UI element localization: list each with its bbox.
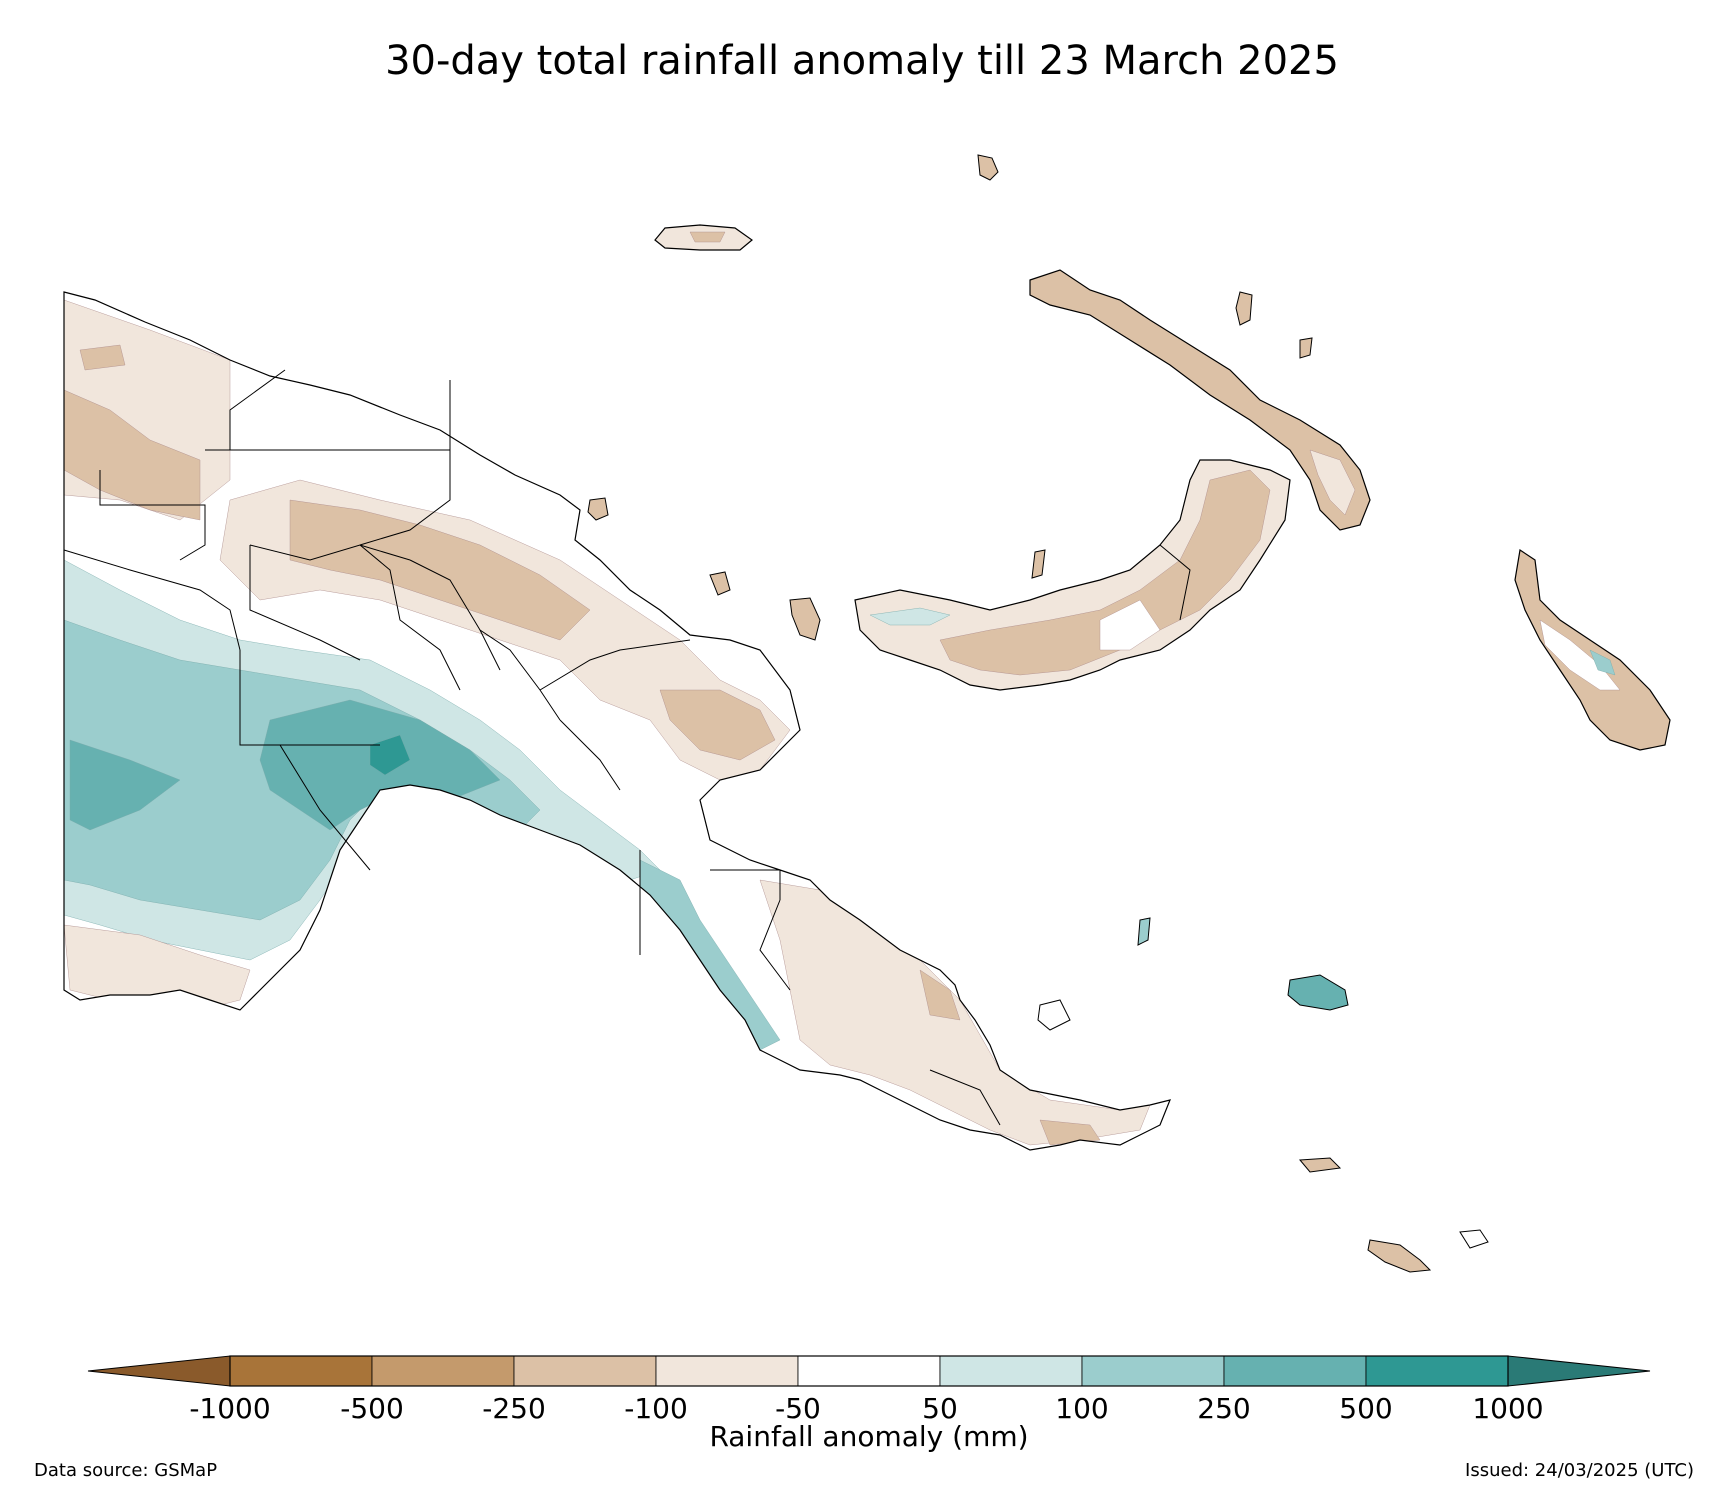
colorbar-tick-label: -100 <box>624 1392 688 1425</box>
colorbar-bin <box>939 1355 1083 1387</box>
colorbar-tick-label: -500 <box>340 1392 404 1425</box>
colorbar-tick-label: 50 <box>922 1392 958 1425</box>
colorbar-over-triangle <box>1507 1355 1651 1387</box>
colorbar-tick-label: 100 <box>1055 1392 1108 1425</box>
colorbar-tick-label: 1000 <box>1472 1392 1543 1425</box>
colorbar-bin <box>1081 1355 1225 1387</box>
colorbar-bin <box>655 1355 799 1387</box>
colorbar-bin <box>371 1355 515 1387</box>
colorbar-bin <box>1223 1355 1367 1387</box>
colorbar-bin <box>513 1355 657 1387</box>
issued-date-note: Issued: 24/03/2025 (UTC) <box>1465 1460 1694 1481</box>
colorbar-tick-label: -250 <box>482 1392 546 1425</box>
chart-title: 30-day total rainfall anomaly till 23 Ma… <box>385 38 1339 84</box>
colorbar-tick-label: -50 <box>775 1392 821 1425</box>
colorbar-tick-label: 250 <box>1197 1392 1250 1425</box>
colorbar-bin <box>229 1355 373 1387</box>
colorbar-title: Rainfall anomaly (mm) <box>709 1420 1028 1453</box>
colorbar-tick-label: 500 <box>1339 1392 1392 1425</box>
data-source-note: Data source: GSMaP <box>34 1460 218 1481</box>
colorbar-bin <box>1365 1355 1509 1387</box>
colorbar-under-triangle <box>87 1355 231 1387</box>
colorbar-tick-label: -1000 <box>189 1392 270 1425</box>
colorbar-bin <box>797 1355 941 1387</box>
